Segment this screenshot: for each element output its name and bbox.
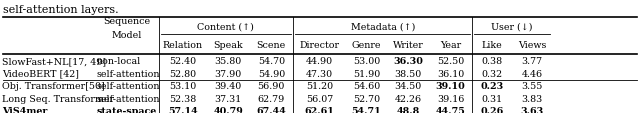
Text: self-attention: self-attention [97, 69, 160, 78]
Text: 54.71: 54.71 [351, 106, 381, 113]
Text: 52.80: 52.80 [169, 69, 196, 78]
Text: SlowFast+NL[17, 49]: SlowFast+NL[17, 49] [2, 57, 106, 65]
Text: 48.8: 48.8 [396, 106, 420, 113]
Text: ViS4mer: ViS4mer [2, 106, 47, 113]
Text: 0.23: 0.23 [481, 81, 504, 90]
Text: 3.77: 3.77 [521, 57, 543, 65]
Text: 3.83: 3.83 [521, 94, 543, 103]
Text: 37.90: 37.90 [214, 69, 242, 78]
Text: Long Seq. Transformer: Long Seq. Transformer [2, 94, 114, 103]
Text: Views: Views [518, 41, 546, 50]
Text: 0.38: 0.38 [481, 57, 503, 65]
Text: 62.79: 62.79 [258, 94, 285, 103]
Text: Writer: Writer [392, 41, 424, 50]
Text: 54.90: 54.90 [258, 69, 285, 78]
Text: 42.26: 42.26 [394, 94, 422, 103]
Text: Like: Like [482, 41, 502, 50]
Text: 52.50: 52.50 [437, 57, 464, 65]
Text: Scene: Scene [257, 41, 286, 50]
Text: Genre: Genre [351, 41, 381, 50]
Text: 51.90: 51.90 [353, 69, 380, 78]
Text: Model: Model [111, 31, 142, 39]
Text: Year: Year [440, 41, 461, 50]
Text: 39.16: 39.16 [437, 94, 464, 103]
Text: 36.30: 36.30 [393, 57, 423, 65]
Text: 54.70: 54.70 [258, 57, 285, 65]
Text: 56.07: 56.07 [306, 94, 333, 103]
Text: 53.10: 53.10 [169, 81, 196, 90]
Text: 36.10: 36.10 [437, 69, 464, 78]
Text: 39.10: 39.10 [436, 81, 465, 90]
Text: VideoBERT [42]: VideoBERT [42] [2, 69, 79, 78]
Text: 52.38: 52.38 [169, 94, 196, 103]
Text: state-space: state-space [97, 106, 157, 113]
Text: 53.00: 53.00 [353, 57, 380, 65]
Text: Metadata (↑): Metadata (↑) [351, 23, 415, 32]
Text: 39.40: 39.40 [214, 81, 242, 90]
Text: non-local: non-local [97, 57, 141, 65]
Text: Director: Director [300, 41, 339, 50]
Text: 40.79: 40.79 [213, 106, 243, 113]
Text: 44.75: 44.75 [436, 106, 465, 113]
Text: 52.40: 52.40 [169, 57, 196, 65]
Text: Obj. Transformer[50]: Obj. Transformer[50] [2, 81, 105, 90]
Text: 67.44: 67.44 [257, 106, 286, 113]
Text: 57.14: 57.14 [168, 106, 198, 113]
Text: 54.60: 54.60 [353, 81, 380, 90]
Text: 0.26: 0.26 [481, 106, 504, 113]
Text: Relation: Relation [163, 41, 203, 50]
Text: Speak: Speak [213, 41, 243, 50]
Text: self-attention: self-attention [97, 94, 160, 103]
Text: 3.63: 3.63 [520, 106, 543, 113]
Text: 35.80: 35.80 [214, 57, 242, 65]
Text: 56.90: 56.90 [258, 81, 285, 90]
Text: 52.70: 52.70 [353, 94, 380, 103]
Text: 0.31: 0.31 [481, 94, 503, 103]
Text: 47.30: 47.30 [306, 69, 333, 78]
Text: Content (↑): Content (↑) [198, 23, 254, 32]
Text: 37.31: 37.31 [214, 94, 242, 103]
Text: self-attention: self-attention [97, 81, 160, 90]
Text: 4.46: 4.46 [521, 69, 543, 78]
Text: 62.61: 62.61 [305, 106, 334, 113]
Text: self-attention layers.: self-attention layers. [3, 5, 119, 15]
Text: 51.20: 51.20 [306, 81, 333, 90]
Text: 3.55: 3.55 [521, 81, 543, 90]
Text: 34.50: 34.50 [394, 81, 422, 90]
Text: 44.90: 44.90 [306, 57, 333, 65]
Text: User (↓): User (↓) [492, 23, 532, 32]
Text: Sequence: Sequence [103, 17, 150, 26]
Text: 0.32: 0.32 [481, 69, 503, 78]
Text: 38.50: 38.50 [394, 69, 422, 78]
